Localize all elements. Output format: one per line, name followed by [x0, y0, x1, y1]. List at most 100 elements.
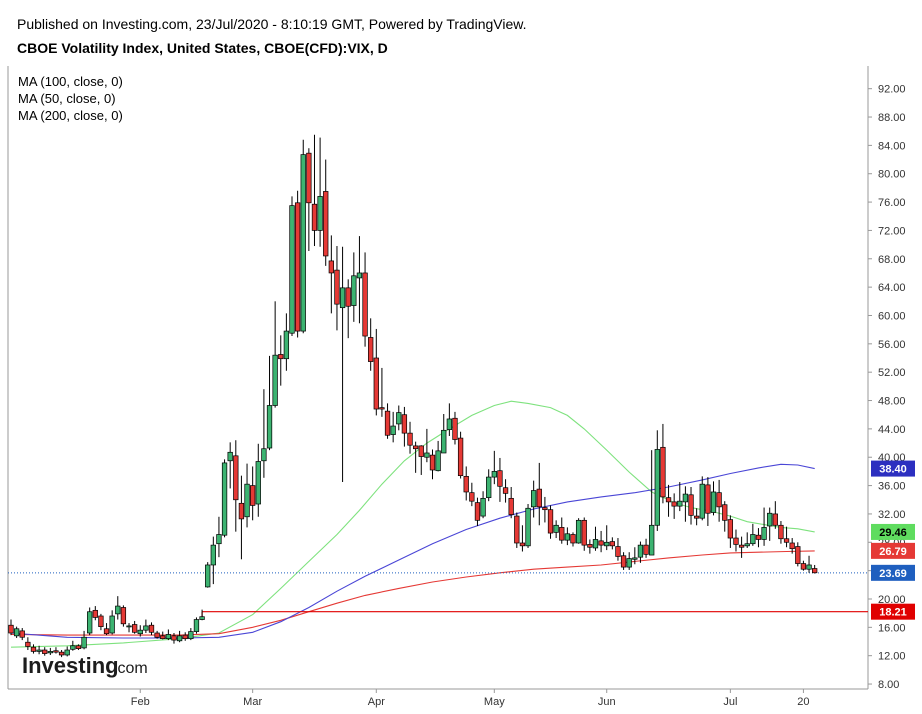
candle: [165, 629, 172, 641]
y-tick-label: 36.00: [878, 481, 906, 493]
candle: [755, 528, 762, 548]
candle-body: [418, 445, 424, 457]
candle: [81, 630, 87, 650]
price-tag-box: [871, 542, 915, 559]
x-tick-label: Mar: [243, 696, 262, 708]
candle: [559, 517, 565, 544]
candle-body: [626, 558, 632, 568]
candle: [115, 596, 121, 620]
candle: [154, 630, 160, 639]
candle-body: [682, 493, 689, 503]
candle-body: [750, 534, 756, 545]
candle: [176, 630, 183, 643]
candle: [317, 137, 323, 247]
candle: [205, 562, 211, 588]
candle: [289, 196, 295, 337]
candle: [272, 301, 278, 408]
candle: [412, 441, 419, 473]
price-tag-box: [871, 460, 915, 477]
candle-body: [171, 635, 177, 641]
y-tick-label: 92.00: [878, 84, 906, 96]
candle-body: [8, 624, 14, 634]
candle-body: [699, 483, 705, 519]
logo-main: Investing: [22, 653, 119, 678]
candle-body: [564, 533, 571, 541]
logo-suffix: .com: [113, 660, 148, 677]
candle-body: [744, 543, 750, 547]
candle-body: [531, 490, 537, 508]
candle: [744, 532, 750, 548]
candle: [592, 526, 599, 551]
candle: [783, 526, 790, 548]
candle: [244, 463, 250, 528]
candle: [491, 450, 497, 485]
candle-body: [632, 557, 638, 560]
candle: [188, 628, 194, 641]
candle-body: [368, 337, 374, 362]
candle-body: [615, 546, 621, 557]
candle-body: [221, 462, 228, 536]
candle: [452, 411, 458, 445]
candle: [547, 505, 554, 539]
candle-body: [587, 544, 593, 548]
candle-body: [19, 630, 25, 638]
candle-body: [53, 650, 59, 653]
candle-body: [401, 414, 408, 434]
candle-body: [710, 491, 717, 513]
candle-body: [519, 542, 526, 547]
candle-body: [643, 544, 649, 555]
candle-body: [300, 154, 306, 332]
candle: [677, 482, 683, 512]
candle-body: [547, 509, 554, 534]
candle: [587, 539, 593, 554]
candle-body: [188, 631, 194, 640]
candle: [609, 537, 615, 550]
candle-body: [525, 507, 531, 547]
candle-body: [654, 449, 660, 526]
price-tag: 18.21: [871, 603, 915, 620]
candle: [396, 405, 402, 431]
candle-body: [154, 632, 160, 638]
y-tick-label: 52.00: [878, 367, 906, 379]
candle: [761, 507, 767, 546]
candle-body: [474, 502, 481, 521]
legend-entry-ma100: MA (100, close, 0): [18, 74, 123, 89]
candle: [171, 633, 177, 644]
candle-body: [727, 519, 734, 539]
candle: [92, 606, 98, 621]
candle: [598, 530, 604, 553]
candle-body: [379, 407, 385, 410]
candle: [469, 482, 475, 507]
candle-body: [407, 432, 413, 446]
price-tag-label: 18.21: [879, 607, 907, 619]
candle-body: [356, 272, 363, 279]
candle-body: [120, 607, 127, 625]
candle-body: [497, 470, 503, 487]
candle-body: [266, 405, 273, 449]
candle-body: [755, 534, 762, 540]
candle-body: [508, 497, 514, 515]
candle-body: [806, 564, 812, 570]
candle: [216, 516, 222, 558]
candle-body: [761, 527, 767, 540]
candle-body: [328, 260, 334, 274]
candle-body: [311, 203, 318, 231]
candle-body: [131, 624, 138, 633]
candle: [36, 645, 42, 655]
candle: [553, 520, 559, 539]
candle: [457, 431, 464, 479]
candle: [632, 547, 638, 565]
candle: [384, 403, 391, 439]
price-tag: 26.79: [871, 542, 915, 559]
candle: [767, 507, 773, 541]
price-tag: 23.69: [871, 564, 915, 581]
candle-body: [362, 272, 368, 337]
candle-body: [182, 634, 188, 640]
candle: [368, 318, 374, 371]
candle-body: [469, 492, 475, 502]
candle: [300, 139, 306, 334]
candle: [435, 440, 441, 472]
candle-body: [193, 619, 200, 632]
candle-body: [384, 410, 391, 436]
